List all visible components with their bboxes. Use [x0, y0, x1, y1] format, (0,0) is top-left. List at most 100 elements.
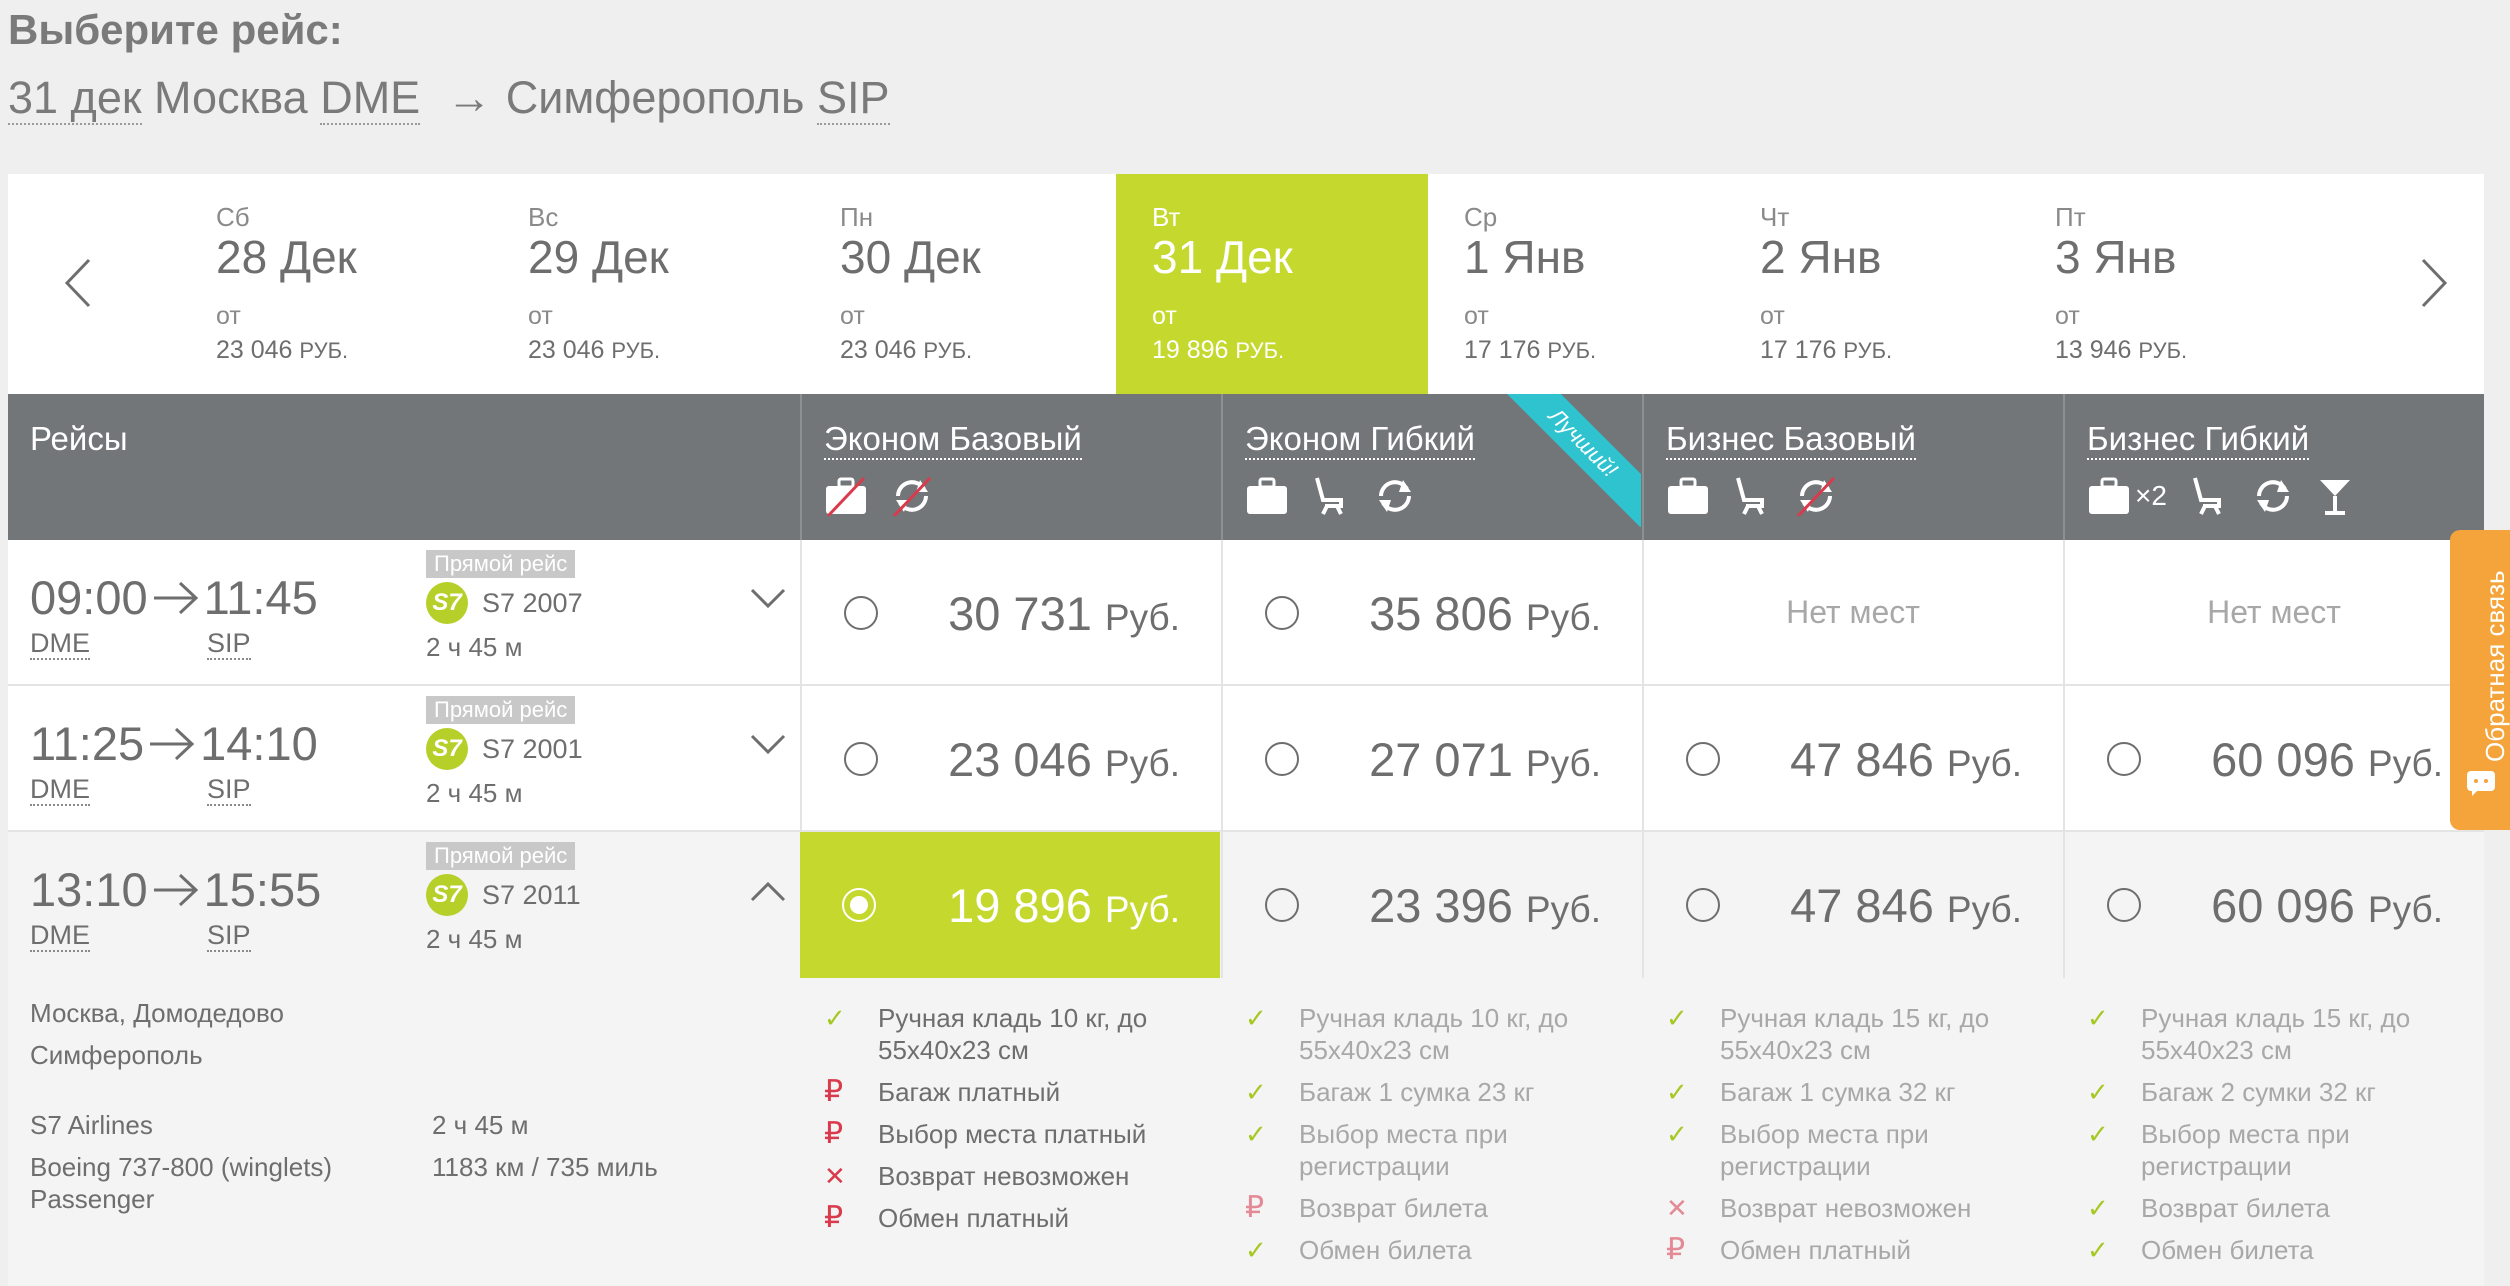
dep-airport-code[interactable]: DME [30, 920, 90, 952]
direct-flight-badge: Прямой рейс [426, 696, 576, 724]
check-icon: ✓ [1245, 1235, 1267, 1265]
fare-radio[interactable] [844, 742, 878, 776]
dep-time: 11:25 [30, 717, 145, 770]
flight-duration: 2 ч 45 м [426, 924, 523, 954]
fare-radio[interactable] [1265, 596, 1299, 630]
fare-option[interactable]: 23 396 Руб. [1221, 832, 1641, 978]
feature-item: ✓ Выбор места при регистрации [1666, 1119, 1929, 1181]
fare-option[interactable]: 23 046 Руб. [800, 686, 1220, 832]
check-icon: ✓ [1666, 1119, 1688, 1149]
route-to-code[interactable]: SIP [817, 72, 890, 125]
fare-header-business-basic: Бизнес Базовый [1642, 394, 2062, 540]
date-dow: Вт [1152, 202, 1181, 232]
date-cell[interactable]: Чт 2 Янв от 17 176 РУБ. [1724, 174, 2036, 394]
fare-features-economy-flex: ✓ Ручная кладь 10 кг, до 55х40х23 см ✓ Баг… [1221, 1002, 1641, 1276]
fare-price: 23 396 Руб. [1369, 879, 1601, 932]
date-price: 23 046 РУБ. [840, 336, 973, 364]
fare-radio[interactable] [1686, 742, 1720, 776]
dep-time: 13:10 [30, 863, 148, 916]
fare-header-business-flex: Бизнес Гибкий ×2 [2063, 394, 2483, 540]
fare-radio[interactable] [2107, 888, 2141, 922]
dep-airport-code[interactable]: DME [30, 774, 90, 806]
date-price: 17 176 РУБ. [1760, 336, 1893, 364]
flight-times: 11:25 14:10 [30, 716, 318, 771]
arr-airport-code[interactable]: SIP [207, 628, 251, 660]
flight-row[interactable]: 11:25 14:10 DME SIP Прямой рейс S7 S7 20… [8, 686, 2484, 832]
chat-icon [2466, 770, 2496, 801]
next-dates-button[interactable] [2404, 248, 2464, 318]
flight-row[interactable]: 09:00 11:45 DME SIP Прямой рейс S7 S7 20… [8, 540, 2484, 686]
date-label: 2 Янв [1760, 231, 1882, 283]
date-price: 19 896 РУБ. [1152, 336, 1285, 364]
date-label: 28 Дек [216, 231, 357, 283]
date-cell[interactable]: Ср 1 Янв от 17 176 РУБ. [1428, 174, 1740, 394]
feature-item: ✓ Ручная кладь 15 кг, до 55х40х23 см [2087, 1003, 2411, 1065]
date-price: 17 176 РУБ. [1464, 336, 1597, 364]
seat-icon [2189, 476, 2229, 516]
dep-airport-name: Москва, Домодедово [30, 998, 285, 1028]
airline-name: S7 Airlines [30, 1110, 153, 1140]
airline-info: S7 S7 2001 [426, 728, 583, 770]
feature-item: ₽ Возврат билета [1245, 1191, 1488, 1224]
arr-time: 15:55 [203, 863, 322, 916]
fare-unavailable: Нет мест [2063, 540, 2483, 686]
fare-option[interactable]: 27 071 Руб. [1221, 686, 1641, 832]
fare-option[interactable]: 60 096 Руб. [2063, 686, 2483, 832]
route-date-link[interactable]: 31 дек [8, 72, 142, 125]
date-cell[interactable]: Сб 28 Дек от 23 046 РУБ. [180, 174, 492, 394]
route-from-code[interactable]: DME [320, 72, 421, 125]
flight-times: 13:10 15:55 [30, 862, 321, 917]
cocktail-icon [2317, 476, 2353, 516]
fare-price: 23 046 Руб. [948, 733, 1180, 786]
feature-item: ✓ Возврат билета [2087, 1193, 2330, 1223]
chevron-right-icon [2421, 258, 2448, 308]
feedback-tab[interactable]: Обратная связь [2450, 530, 2510, 830]
fare-option[interactable]: 60 096 Руб. [2063, 832, 2483, 978]
collapse-chevron-up-icon[interactable] [750, 880, 786, 907]
date-label: 31 Дек [1152, 231, 1293, 283]
fare-name-link[interactable]: Бизнес Базовый [1666, 420, 1916, 460]
fare-table-header: Рейсы Эконом Базовый Эконом Гибкий Лучши… [8, 394, 2484, 540]
prev-dates-button[interactable] [48, 248, 108, 318]
fare-price: 35 806 Руб. [1369, 587, 1601, 640]
fare-name-link[interactable]: Бизнес Гибкий [2087, 420, 2310, 460]
fare-name-link[interactable]: Эконом Гибкий [1245, 420, 1475, 460]
fare-price: 60 096 Руб. [2211, 733, 2443, 786]
date-cell[interactable]: Пн 30 Дек от 23 046 РУБ. [804, 174, 1116, 394]
feature-item: ₽ Багаж платный [824, 1075, 1061, 1108]
date-cell-selected[interactable]: Вт 31 Дек от 19 896 РУБ. [1116, 174, 1428, 394]
fare-name-link[interactable]: Эконом Базовый [824, 420, 1082, 460]
date-cell[interactable]: Вс 29 Дек от 23 046 РУБ. [492, 174, 804, 394]
fare-radio-checked[interactable] [842, 888, 876, 922]
dep-time: 09:00 [30, 571, 148, 624]
fare-radio[interactable] [1686, 888, 1720, 922]
arr-airport-name: Симферополь [30, 1040, 203, 1070]
fare-option[interactable]: 30 731 Руб. [800, 540, 1220, 686]
fare-radio[interactable] [1265, 742, 1299, 776]
fare-option-selected[interactable]: 19 896 Руб. [800, 832, 1220, 978]
expand-chevron-down-icon[interactable] [750, 588, 786, 615]
date-dow: Пт [2055, 202, 2086, 232]
flight-row-expanded[interactable]: 13:10 15:55 DME SIP Прямой рейс S7 S7 20… [8, 832, 2484, 980]
fare-radio[interactable] [1265, 888, 1299, 922]
arr-airport-code[interactable]: SIP [207, 920, 251, 952]
expand-chevron-down-icon[interactable] [750, 734, 786, 761]
s7-logo-icon: S7 [426, 874, 468, 916]
fare-features-economy-basic: ✓ Ручная кладь 10 кг, до 55х40х23 см ₽ Баг… [800, 1002, 1220, 1244]
route-from-city: Москва [154, 72, 308, 123]
check-icon: ✓ [2087, 1193, 2109, 1223]
check-icon: ✓ [1245, 1003, 1267, 1033]
fare-price: 30 731 Руб. [948, 587, 1180, 640]
dep-airport-code[interactable]: DME [30, 628, 90, 660]
aircraft-model: Boeing 737-800 (winglets) [30, 1152, 333, 1182]
fare-option[interactable]: 47 846 Руб. [1642, 832, 2062, 978]
date-dow: Сб [216, 202, 250, 232]
arrow-right-icon [152, 872, 200, 908]
arr-airport-code[interactable]: SIP [207, 774, 251, 806]
fare-radio[interactable] [2107, 742, 2141, 776]
feature-item: ✓ Обмен билета [1245, 1235, 1472, 1265]
fare-option[interactable]: 35 806 Руб. [1221, 540, 1641, 686]
date-cell[interactable]: Пт 3 Янв от 13 946 РУБ. [2019, 174, 2331, 394]
fare-radio[interactable] [844, 596, 878, 630]
fare-option[interactable]: 47 846 Руб. [1642, 686, 2062, 832]
